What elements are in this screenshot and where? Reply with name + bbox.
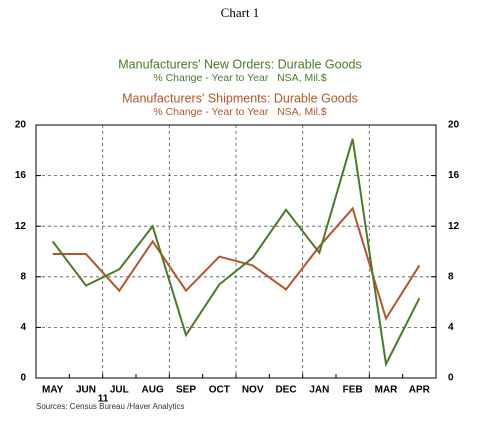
series-title: Manufacturers' New Orders: Durable Goods bbox=[118, 57, 361, 71]
x-tick-label: FEB bbox=[343, 385, 363, 396]
year-label: 11 bbox=[98, 394, 109, 405]
x-tick-label: JAN bbox=[309, 385, 329, 396]
x-tick-label: NOV bbox=[242, 385, 264, 396]
x-tick-label: MAY bbox=[42, 385, 64, 396]
x-tick-label: DEC bbox=[275, 385, 296, 396]
x-tick-label: SEP bbox=[176, 385, 196, 396]
series-line bbox=[52, 206, 421, 321]
x-tick-label: JUN bbox=[76, 385, 96, 396]
y-tick-label: 16 bbox=[15, 170, 27, 181]
y-tick-label: 4 bbox=[20, 322, 26, 333]
chart-title: Chart 1 bbox=[221, 5, 260, 20]
y2-tick-label: 8 bbox=[448, 271, 454, 282]
y2-tick-label: 4 bbox=[448, 322, 454, 333]
y2-tick-label: 12 bbox=[448, 221, 460, 232]
y-tick-label: 8 bbox=[20, 271, 26, 282]
x-tick-label: AUG bbox=[142, 385, 164, 396]
series-subtitle: % Change - Year to Year NSA, Mil.$ bbox=[153, 106, 327, 118]
y-tick-label: 20 bbox=[15, 120, 27, 131]
x-tick-label: OCT bbox=[209, 385, 230, 396]
plot-frame bbox=[35, 124, 437, 379]
x-tick-label: APR bbox=[409, 385, 431, 396]
source-note: Sources: Census Bureau /Haver Analytics bbox=[36, 402, 185, 411]
series-subtitle: % Change - Year to Year NSA, Mil.$ bbox=[153, 72, 327, 84]
y2-tick-label: 16 bbox=[448, 170, 460, 181]
y2-tick-label: 20 bbox=[448, 120, 460, 131]
y-tick-label: 0 bbox=[20, 373, 26, 384]
x-tick-label: MAR bbox=[375, 385, 399, 396]
series-title: Manufacturers' Shipments: Durable Goods bbox=[122, 91, 358, 105]
x-tick-label: JUL bbox=[110, 385, 129, 396]
y-tick-label: 12 bbox=[15, 221, 27, 232]
series-line bbox=[51, 138, 421, 368]
y2-tick-label: 0 bbox=[448, 373, 454, 384]
